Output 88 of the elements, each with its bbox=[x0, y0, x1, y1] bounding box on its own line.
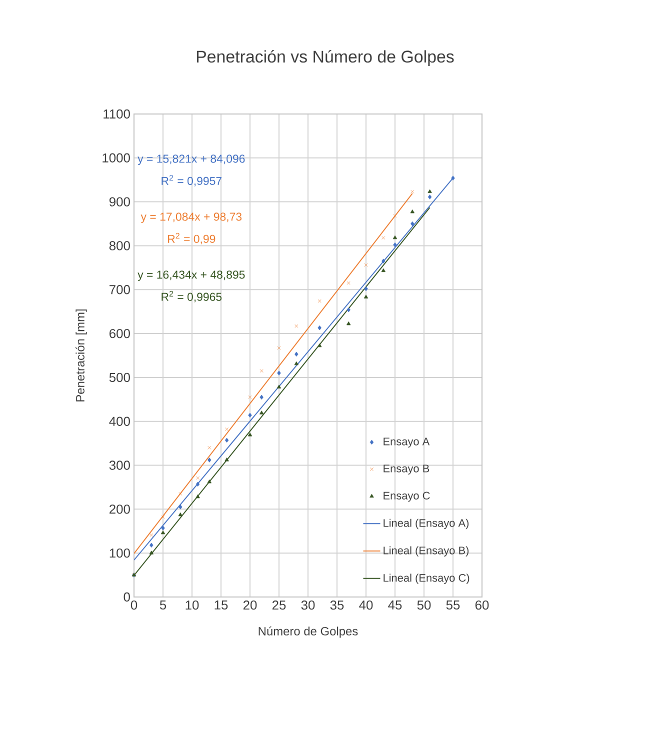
legend-label: Lineal (Ensayo B) bbox=[384, 546, 469, 556]
point bbox=[294, 324, 298, 328]
point bbox=[364, 286, 368, 292]
point bbox=[178, 512, 182, 516]
point bbox=[346, 321, 351, 326]
legend-label: Ensayo A bbox=[384, 438, 430, 448]
x-tick-label: 45 bbox=[388, 600, 402, 610]
point bbox=[248, 432, 252, 436]
point bbox=[150, 533, 154, 537]
point bbox=[260, 410, 264, 414]
y-tick-label: 100 bbox=[110, 548, 130, 558]
point bbox=[318, 325, 322, 330]
point bbox=[196, 494, 200, 498]
point bbox=[196, 482, 200, 487]
x-tick-label: 50 bbox=[417, 600, 431, 610]
point bbox=[225, 428, 229, 432]
point bbox=[410, 221, 414, 226]
point bbox=[451, 176, 455, 180]
point bbox=[382, 236, 386, 240]
point bbox=[161, 526, 165, 530]
annotation: y = 17,084x + 98,73 bbox=[140, 212, 242, 224]
y-tick-label: 700 bbox=[110, 285, 130, 294]
point bbox=[364, 263, 368, 267]
point bbox=[248, 412, 252, 418]
point bbox=[346, 307, 350, 312]
y-axis-title: Penetración [mm] bbox=[76, 310, 87, 402]
point bbox=[364, 294, 368, 298]
point bbox=[178, 504, 182, 510]
x-tick-label: 35 bbox=[330, 600, 344, 610]
point bbox=[207, 480, 212, 484]
point bbox=[276, 384, 282, 388]
y-tick-label: 300 bbox=[109, 460, 130, 470]
point bbox=[196, 476, 200, 480]
point bbox=[160, 530, 166, 534]
point bbox=[294, 361, 298, 366]
point bbox=[260, 369, 264, 373]
y-tick-label: 0 bbox=[124, 592, 130, 602]
legend-label: Lineal (Ensayo A) bbox=[384, 518, 469, 530]
point bbox=[294, 352, 298, 357]
point bbox=[428, 194, 432, 200]
point bbox=[318, 299, 322, 303]
y-tick-label: 1100 bbox=[104, 109, 130, 119]
point bbox=[428, 189, 432, 194]
legend-label: Ensayo C bbox=[384, 492, 430, 502]
point bbox=[149, 550, 154, 554]
point bbox=[381, 268, 386, 272]
y-tick-label: 600 bbox=[110, 328, 130, 338]
point bbox=[161, 515, 165, 519]
x-tick-label: 60 bbox=[475, 600, 489, 610]
x-tick-label: 15 bbox=[214, 600, 228, 610]
point bbox=[260, 394, 264, 400]
x-tick-label: 0 bbox=[130, 600, 138, 610]
annotation: R$^{2}$ = 0,9965 bbox=[162, 290, 222, 302]
point bbox=[393, 214, 397, 218]
point bbox=[392, 235, 398, 240]
point bbox=[150, 542, 154, 548]
annotation: R$^{2}$ = 0,99 bbox=[168, 232, 216, 244]
x-tick-label: 55 bbox=[446, 600, 460, 610]
point bbox=[393, 242, 397, 248]
annotation: R$^{2}$ = 0,9957 bbox=[162, 174, 222, 186]
legend-label: Ensayo B bbox=[384, 464, 430, 475]
x-tick-label: 5 bbox=[160, 600, 166, 610]
y-tick-label: 500 bbox=[109, 372, 130, 382]
point bbox=[208, 458, 212, 462]
x-axis-title: Número de Golpes bbox=[258, 626, 358, 638]
y-tick-label: 800 bbox=[109, 241, 130, 250]
y-tick-label: 200 bbox=[110, 504, 130, 514]
x-tick-label: 25 bbox=[272, 600, 286, 610]
point bbox=[277, 370, 281, 376]
legend-label: Lineal (Ensayo C) bbox=[384, 574, 470, 584]
point bbox=[224, 458, 229, 462]
point bbox=[346, 281, 350, 285]
y-tick-label: 1000 bbox=[102, 153, 130, 162]
point bbox=[382, 258, 386, 264]
point bbox=[208, 446, 212, 450]
y-tick-label: 900 bbox=[109, 197, 130, 206]
point bbox=[224, 438, 229, 443]
point bbox=[410, 210, 414, 214]
annotation: y = 16,434x + 48,895 bbox=[138, 270, 245, 281]
x-tick-label: 40 bbox=[359, 600, 373, 610]
x-tick-label: 10 bbox=[186, 600, 199, 610]
x-tick-label: 20 bbox=[243, 600, 257, 610]
y-tick-label: 400 bbox=[109, 416, 130, 426]
point bbox=[318, 343, 322, 348]
chart-title: Penetración vs Número de Golpes bbox=[196, 50, 454, 66]
annotation: y = 15,821x + 84,096 bbox=[138, 154, 245, 166]
point bbox=[248, 395, 252, 399]
x-tick-label: 30 bbox=[301, 600, 315, 610]
